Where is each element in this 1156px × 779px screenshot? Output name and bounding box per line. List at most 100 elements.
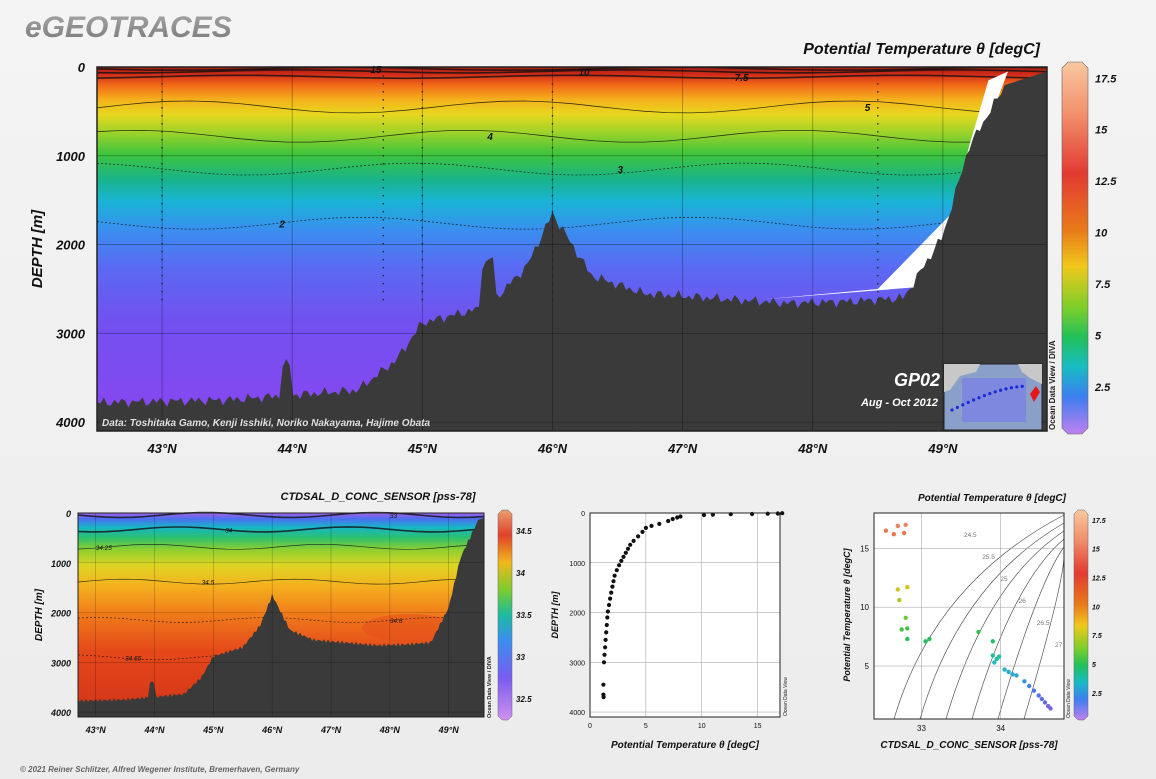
main-sample-dot <box>877 123 879 125</box>
br-isopycnal <box>893 514 1065 720</box>
bm-data-point <box>623 550 628 555</box>
main-y-tick-label: 1000 <box>56 149 86 164</box>
bl-contour-label: 34.65 <box>125 655 142 662</box>
main-sample-dot <box>382 282 385 285</box>
main-sample-dot <box>551 146 554 149</box>
main-sample-dot <box>161 91 163 93</box>
main-sample-dot <box>382 75 385 77</box>
br-y-tick-label: 5 <box>865 662 870 671</box>
bl-colorbar-tick-label: 34.5 <box>516 527 532 536</box>
bl-x-tick-label: 47°N <box>320 725 342 735</box>
main-sample-dot <box>161 115 163 117</box>
main-sample-dot <box>421 210 424 213</box>
main-sample-dot <box>551 226 554 229</box>
br-data-point <box>1014 673 1019 678</box>
main-sample-dot <box>382 194 385 197</box>
main-sample-dot <box>161 139 163 141</box>
main-sample-dot <box>161 298 163 301</box>
main-sample-dot <box>382 298 385 301</box>
bl-x-tick-label: 44°N <box>143 725 165 735</box>
main-sample-dot <box>161 99 163 101</box>
bl-y-axis-label: DEPTH [m] <box>34 588 45 641</box>
main-colorbar-tick-label: 5 <box>1095 330 1102 342</box>
br-data-point <box>1027 683 1032 689</box>
br-data-point <box>895 587 900 592</box>
main-sample-dot <box>877 75 879 77</box>
bl-odv-label: Ocean Data View / DIVA <box>487 656 493 718</box>
bm-data-point <box>780 511 785 516</box>
main-sample-dot <box>421 218 424 221</box>
station-map-inset <box>943 363 1043 431</box>
main-sample-dot <box>877 162 879 165</box>
br-x-tick-label: 33 <box>917 724 926 733</box>
br-data-point <box>1039 696 1045 702</box>
bm-x-axis-label: Potential Temperature θ [degC] <box>611 740 760 751</box>
main-colorbar <box>1061 61 1089 435</box>
bl-contour-label: 34 <box>225 527 233 534</box>
br-colorbar-tick-label: 17.5 <box>1092 518 1106 525</box>
br-x-axis: 33 34 <box>917 724 1006 733</box>
bm-data-point <box>606 602 612 608</box>
bm-data-point <box>636 534 641 539</box>
bm-data-point <box>601 660 607 665</box>
main-sample-dot <box>161 282 163 285</box>
bl-x-tick-label: 45°N <box>202 725 224 735</box>
main-sample-dot <box>421 250 424 253</box>
main-sample-dot <box>551 282 554 285</box>
br-x-tick-label: 34 <box>996 724 1005 733</box>
main-section-plot: Potential Temperature θ [degC] 15 10 7.5 5 4… <box>29 41 1117 456</box>
br-colorbar <box>1073 509 1089 721</box>
br-data-point <box>923 639 928 644</box>
br-isopycnal <box>919 522 1065 720</box>
br-data-point <box>883 528 889 533</box>
main-contour-label: 7.5 <box>735 73 749 84</box>
bm-data-point <box>765 511 770 516</box>
main-x-tick-label: 45°N <box>407 441 438 456</box>
bm-x-axis: 0 5 10 15 <box>588 723 762 730</box>
main-sample-dot <box>551 258 554 261</box>
bl-bathymetry <box>78 517 484 717</box>
main-sample-dot <box>161 202 163 205</box>
br-data-point <box>1048 706 1053 711</box>
bm-data-point <box>604 630 609 635</box>
bl-contour-label: 34.25 <box>96 545 113 552</box>
main-sample-dot <box>551 99 554 101</box>
main-sample-dot <box>877 298 879 301</box>
main-contour-lines: 15 10 7.5 5 4 3 2 <box>96 65 1048 230</box>
main-sample-dot <box>421 274 424 277</box>
main-contour-label: 2 <box>278 219 285 230</box>
main-sample-dot <box>877 194 879 197</box>
main-sample-dot <box>551 290 554 293</box>
bm-y-tick-label: 4000 <box>569 710 585 717</box>
main-sample-dot <box>161 234 163 237</box>
main-sample-dot <box>551 250 554 253</box>
main-sample-dot <box>877 226 879 229</box>
main-sample-dot <box>382 210 385 213</box>
main-sample-dot <box>877 115 879 117</box>
main-sample-dot <box>382 146 385 149</box>
main-sample-dot <box>382 226 385 229</box>
main-colorbar-tick-label: 10 <box>1095 228 1108 240</box>
bl-y-tick-label: 0 <box>66 509 71 519</box>
main-sample-dot <box>421 123 424 125</box>
main-sample-dot <box>161 178 163 181</box>
main-sample-dot <box>382 250 385 253</box>
main-sample-dot <box>161 170 163 173</box>
br-data-point <box>903 615 908 620</box>
bm-data-point <box>621 554 626 559</box>
main-sample-dot <box>382 91 385 93</box>
br-data-point <box>891 532 896 537</box>
main-sample-dot <box>877 83 879 85</box>
br-data-point <box>897 597 902 603</box>
main-x-axis: 43°N 44°N 45°N 46°N 47°N 48°N 49°N <box>147 441 958 456</box>
br-plot-bg <box>874 513 1064 719</box>
main-x-tick-label: 46°N <box>537 441 568 456</box>
main-sample-dot <box>382 83 385 85</box>
main-odv-label: Ocean Data View / DIVA <box>1048 340 1057 430</box>
main-sample-dot <box>421 226 424 229</box>
br-data-point <box>905 636 910 642</box>
br-data-point <box>1006 669 1011 675</box>
main-sample-dot <box>161 194 163 197</box>
main-sample-dot <box>382 99 385 101</box>
inset-track-dot <box>999 388 1003 392</box>
